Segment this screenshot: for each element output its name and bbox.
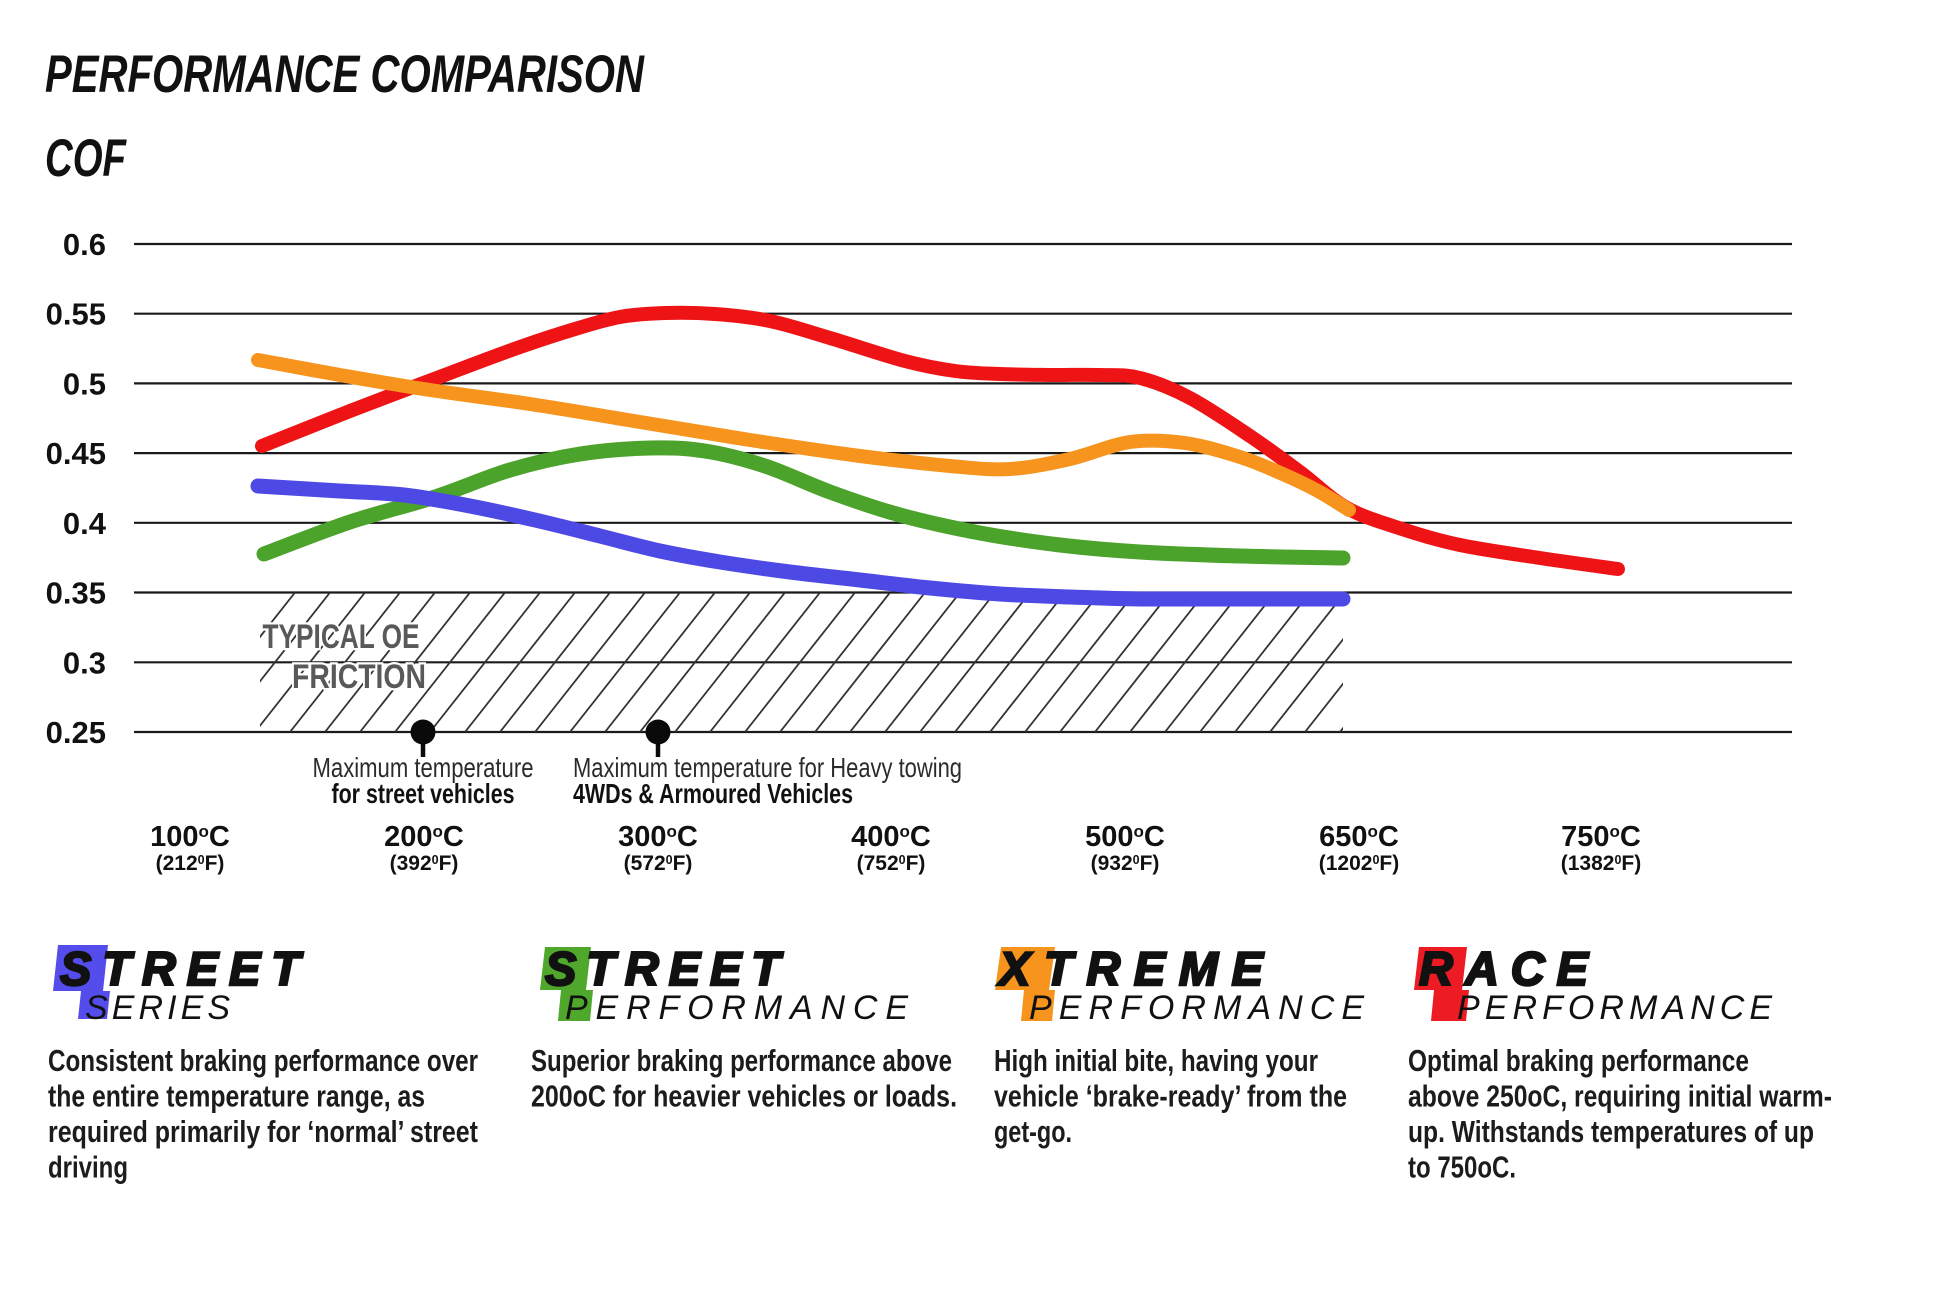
svg-text:200oC for heavier vehicles or: 200oC for heavier vehicles or loads. [531,1079,957,1114]
svg-text:High initial bite, having your: High initial bite, having your [994,1043,1318,1078]
svg-text:to 750oC.: to 750oC. [1408,1150,1516,1185]
svg-text:FRICTION: FRICTION [292,658,426,696]
svg-text:for street vehicles: for street vehicles [332,778,515,809]
svg-text:(2120F): (2120F) [156,852,225,875]
svg-text:0.6: 0.6 [63,227,106,262]
svg-text:0.5: 0.5 [63,366,106,401]
svg-text:200oC: 200oC [384,821,464,853]
svg-text:Superior braking performance a: Superior braking performance above [531,1043,952,1078]
svg-text:(9320F): (9320F) [1091,852,1160,875]
svg-text:(7520F): (7520F) [857,852,926,875]
svg-text:vehicle ‘brake-ready’ from the: vehicle ‘brake-ready’ from the [994,1079,1347,1114]
svg-text:(5720F): (5720F) [624,852,693,875]
svg-text:100oC: 100oC [150,821,230,853]
svg-text:(13820F): (13820F) [1561,852,1642,875]
svg-text:PERFORMANCE: PERFORMANCE [1029,989,1364,1027]
svg-text:(12020F): (12020F) [1319,852,1400,875]
svg-text:above 250oC, requiring initial: above 250oC, requiring initial warm- [1408,1079,1832,1114]
svg-text:Maximum temperature: Maximum temperature [313,752,534,783]
svg-text:TYPICAL OE: TYPICAL OE [263,618,420,656]
svg-text:500oC: 500oC [1085,821,1165,853]
svg-text:400oC: 400oC [851,821,931,853]
svg-text:0.25: 0.25 [46,715,106,750]
svg-text:0.3: 0.3 [63,645,106,680]
svg-text:300oC: 300oC [618,821,698,853]
svg-text:(3920F): (3920F) [390,852,459,875]
svg-text:0.4: 0.4 [63,506,107,541]
svg-text:the entire temperature range,: the entire temperature range, as [48,1079,425,1114]
svg-text:750oC: 750oC [1561,821,1641,853]
svg-text:SERIES: SERIES [85,989,230,1027]
svg-text:Maximum temperature for Heavy: Maximum temperature for Heavy towing [573,752,962,783]
svg-text:PERFORMANCE: PERFORMANCE [1457,989,1772,1027]
svg-text:PERFORMANCE COMPARISON: PERFORMANCE COMPARISON [45,45,645,104]
svg-text:get-go.: get-go. [994,1114,1072,1149]
svg-text:required primarily for ‘normal: required primarily for ‘normal’ street [48,1114,478,1149]
svg-text:PERFORMANCE: PERFORMANCE [565,989,908,1027]
svg-text:650oC: 650oC [1319,821,1399,853]
svg-text:0.55: 0.55 [46,297,106,332]
svg-text:0.35: 0.35 [46,576,106,611]
svg-text:driving: driving [48,1150,128,1185]
svg-text:COF: COF [45,129,127,188]
svg-text:Optimal braking performance: Optimal braking performance [1408,1043,1749,1078]
svg-text:4WDs & Armoured Vehicles: 4WDs & Armoured Vehicles [573,778,853,809]
svg-text:Consistent braking performance: Consistent braking performance over [48,1043,478,1078]
svg-text:0.45: 0.45 [46,436,106,471]
svg-text:up. Withstands temperatures of: up. Withstands temperatures of up [1408,1114,1814,1149]
